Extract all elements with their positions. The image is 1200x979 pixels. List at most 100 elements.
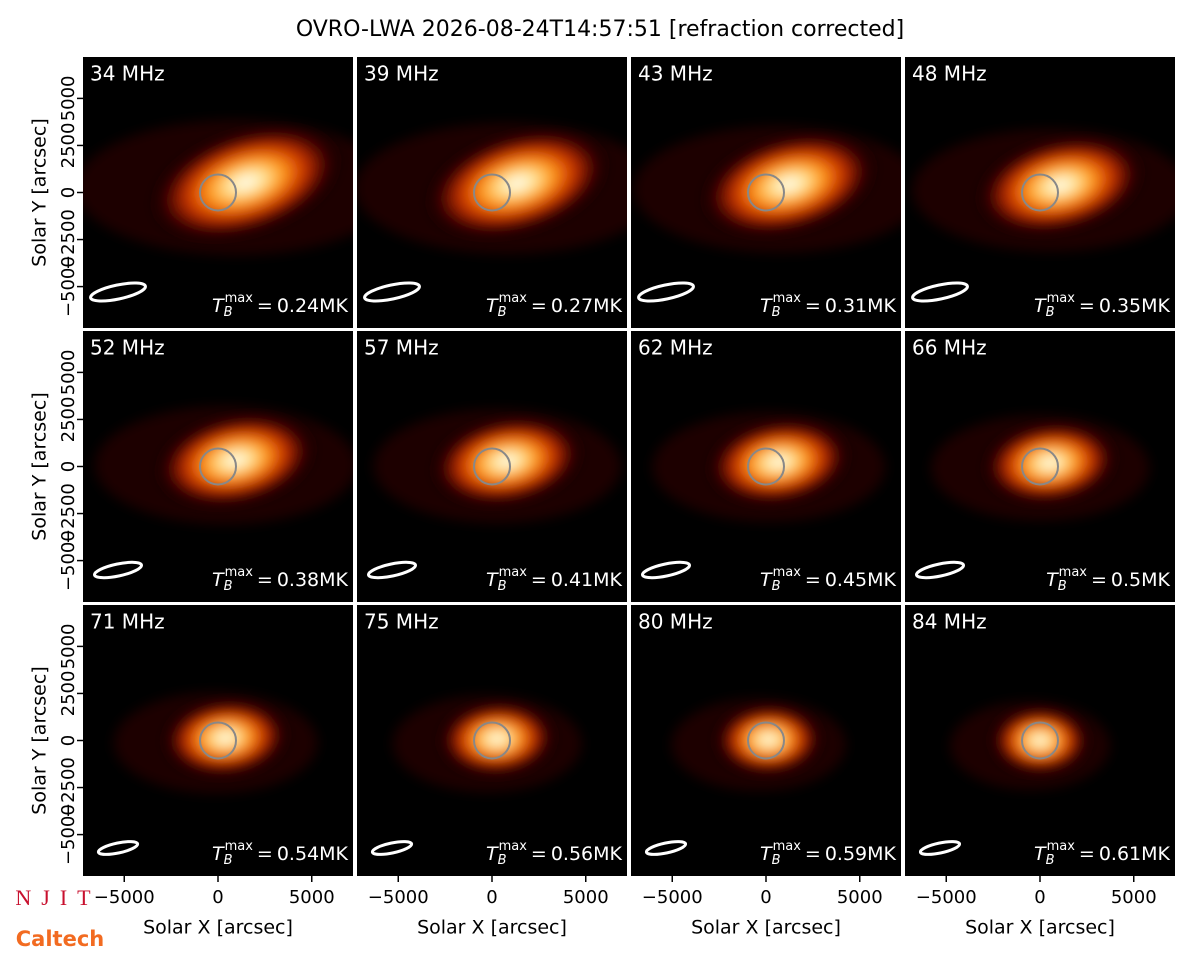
emission [438,701,557,777]
tmax-symbol: T [212,569,225,591]
tmax-eq: = [531,843,547,865]
tmax-value: 0.45 [825,569,867,591]
x-tick-label: 0 [212,887,223,908]
logo-njit: NJIT [15,885,100,910]
solar-disk [199,173,237,212]
tmax-sub: B [1046,853,1055,868]
tmax-unit: MK [593,295,622,317]
tmax-sup: max [499,565,528,580]
y-tick-label: 2500 [58,671,79,717]
tmax-eq: = [257,295,273,317]
tmax-value: 0.24 [277,295,319,317]
solar-disk [1021,721,1059,760]
tmax-unit: MK [1141,569,1170,591]
tmax-symbol: T [212,295,225,317]
tmax-eq: = [531,569,547,591]
tmax-unit: MK [593,569,622,591]
tmax-value: 0.31 [825,295,867,317]
beam [89,281,147,303]
solar-disk [747,173,785,212]
tmax-symbol: T [1046,569,1059,591]
beam [370,840,414,856]
emission [714,703,824,776]
tmax-symbol: T [486,843,499,865]
tmax-eq: = [257,843,273,865]
panel [631,57,901,328]
freq-label: 75 MHz [364,610,439,634]
emission [990,706,1090,775]
tmax-sup: max [499,839,528,854]
tmax-sup: max [225,839,254,854]
tmax-symbol: T [486,295,499,317]
emission [149,124,343,241]
emission [706,418,851,505]
panel [905,331,1175,602]
tmax-label: TBmax = 0.31MK [760,291,896,320]
tmax-eq: = [531,295,547,317]
beam [366,560,418,580]
tmax-label: TBmax = 0.61MK [1034,839,1170,868]
freq-label: 66 MHz [912,336,987,360]
y-tick-label: −2500 [58,209,79,270]
x-axis-label: Solar X [arcsec] [965,917,1115,939]
tmax-value: 0.5 [1111,569,1141,591]
y-tick-label: 0 [58,461,79,472]
freq-label: 80 MHz [638,610,713,634]
tmax-label: TBmax = 0.35MK [1034,291,1170,320]
y-axis-label: Solar Y [arcsec] [29,118,51,266]
freq-label: 57 MHz [364,336,439,360]
tmax-value: 0.61 [1099,843,1141,865]
beam [644,840,688,856]
emission [975,135,1146,236]
y-tick-label: −5000 [58,804,79,865]
solar-disk [473,447,511,486]
tmax-label: TBmax = 0.56MK [486,839,622,868]
chart-title: OVRO-LWA 2026-08-24T14:57:51 [refraction… [296,17,904,42]
tmax-value: 0.35 [1099,295,1141,317]
tmax-value: 0.59 [825,843,867,865]
beam [640,560,692,580]
tmax-symbol: T [212,843,225,865]
freq-label: 43 MHz [638,62,713,86]
solar-disk [199,721,237,760]
freq-label: 48 MHz [912,62,987,86]
tmax-label: TBmax = 0.45MK [760,565,896,594]
tmax-symbol: T [1034,843,1047,865]
tmax-sub: B [1058,579,1067,594]
tmax-eq: = [1091,569,1107,591]
x-tick-label: 5000 [837,887,883,908]
tmax-sub: B [498,579,507,594]
emission [982,421,1119,504]
y-tick-label: 2500 [58,123,79,169]
beam [918,840,962,856]
freq-label: 71 MHz [90,610,165,634]
y-tick-label: −2500 [58,757,79,818]
tmax-value: 0.38 [277,569,319,591]
panel [357,605,627,876]
freq-label: 39 MHz [364,62,439,86]
freq-label: 34 MHz [90,62,165,86]
x-tick-label: 0 [760,887,771,908]
tmax-sup: max [1059,565,1088,580]
panel [357,57,627,328]
x-tick-label: −5000 [368,887,429,908]
emission [162,698,290,777]
y-axis-label: Solar Y [arcsec] [29,666,51,814]
tmax-label: TBmax = 0.54MK [212,839,348,868]
tmax-sub: B [498,305,507,320]
tmax-unit: MK [319,295,348,317]
emission [700,131,878,237]
solar-disk [473,173,511,212]
tmax-unit: MK [1141,295,1170,317]
y-tick-label: −2500 [58,483,79,544]
tmax-symbol: T [760,569,773,591]
x-tick-label: 5000 [289,887,335,908]
y-tick-label: 2500 [58,397,79,443]
tmax-sup: max [1047,839,1076,854]
panel [631,605,901,876]
tmax-sub: B [772,853,781,868]
tmax-unit: MK [593,843,622,865]
panel [357,331,627,602]
tmax-label: TBmax = 0.59MK [760,839,896,868]
solar-disk [747,447,785,486]
